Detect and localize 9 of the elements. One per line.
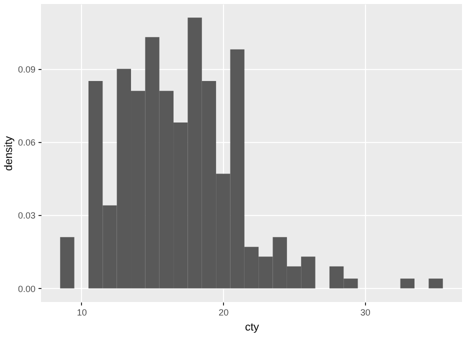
- y-tick-label: 0.06: [18, 138, 36, 148]
- y-axis-title: density: [2, 136, 15, 171]
- y-tick-label: 0.00: [18, 284, 36, 294]
- x-axis-title: cty: [244, 322, 260, 334]
- y-tick-label: 0.09: [18, 64, 36, 74]
- x-tick-label: 20: [218, 308, 229, 318]
- x-tick-label: 10: [76, 308, 87, 318]
- x-tick-label: 30: [360, 308, 370, 318]
- y-tick-label: 0.03: [18, 210, 36, 221]
